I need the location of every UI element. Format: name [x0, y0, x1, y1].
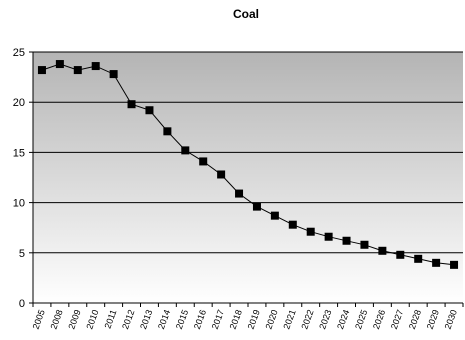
data-point-2014 — [163, 127, 172, 136]
x-tick-label-2016: 2016 — [192, 308, 208, 330]
x-tick-label-2023: 2023 — [317, 308, 333, 330]
x-tick-label-2018: 2018 — [228, 308, 244, 330]
data-point-2023 — [324, 232, 333, 241]
data-point-2025 — [360, 240, 369, 249]
data-point-2005 — [37, 66, 46, 75]
x-tick-label-2010: 2010 — [84, 308, 100, 330]
data-point-2011 — [109, 70, 118, 79]
chart-title: Coal — [233, 7, 259, 21]
x-tick-label-2027: 2027 — [389, 308, 405, 330]
x-tick-label-2026: 2026 — [371, 308, 387, 330]
data-point-2013 — [145, 106, 154, 115]
x-tick-label-2028: 2028 — [407, 308, 423, 330]
y-tick-label-15: 15 — [13, 147, 25, 159]
data-point-2012 — [127, 100, 136, 109]
x-tick-label-2019: 2019 — [246, 308, 262, 330]
data-point-2022 — [306, 227, 315, 236]
data-point-2017 — [217, 170, 226, 179]
x-tick-label-2022: 2022 — [299, 308, 315, 330]
data-point-2029 — [432, 258, 441, 267]
y-tick-label-5: 5 — [19, 248, 25, 260]
data-point-2021 — [288, 220, 297, 229]
y-tick-label-0: 0 — [19, 298, 25, 310]
x-tick-label-2005: 2005 — [31, 308, 47, 330]
data-point-2020 — [270, 211, 279, 220]
data-point-2018 — [235, 189, 244, 198]
y-axis-ticks: 0 5 10 15 20 25 — [13, 47, 33, 310]
data-point-2027 — [396, 250, 405, 259]
x-tick-label-2014: 2014 — [156, 308, 172, 330]
x-axis-ticks: 2005 2008 2009 2010 2011 2012 2013 2014 2015 2016… — [31, 303, 464, 331]
data-point-2008 — [55, 60, 64, 69]
x-tick-label-2029: 2029 — [425, 308, 441, 330]
y-tick-label-10: 10 — [13, 198, 25, 210]
data-point-2026 — [378, 246, 387, 255]
y-tick-label-25: 25 — [13, 47, 25, 59]
data-point-2009 — [73, 66, 82, 75]
data-point-2016 — [199, 157, 208, 166]
series-coal — [37, 60, 459, 269]
x-tick-label-2030: 2030 — [443, 308, 459, 330]
x-tick-label-2024: 2024 — [335, 308, 351, 330]
x-tick-label-2015: 2015 — [174, 308, 190, 330]
x-tick-label-2011: 2011 — [102, 308, 118, 330]
x-tick-label-2009: 2009 — [66, 308, 82, 330]
data-point-2015 — [181, 146, 190, 155]
plot-area — [33, 52, 463, 303]
data-point-2030 — [450, 260, 459, 269]
x-tick-label-2013: 2013 — [138, 308, 154, 330]
data-point-2010 — [91, 62, 100, 71]
x-tick-label-2020: 2020 — [264, 308, 280, 330]
x-tick-label-2008: 2008 — [49, 308, 65, 330]
x-tick-label-2012: 2012 — [120, 308, 136, 330]
x-tick-label-2025: 2025 — [353, 308, 369, 330]
x-tick-label-2021: 2021 — [281, 308, 297, 330]
x-tick-label-2017: 2017 — [210, 308, 226, 330]
data-point-2019 — [252, 202, 261, 211]
y-tick-label-20: 20 — [13, 97, 25, 109]
data-point-2024 — [342, 236, 351, 245]
data-point-2028 — [414, 254, 423, 263]
